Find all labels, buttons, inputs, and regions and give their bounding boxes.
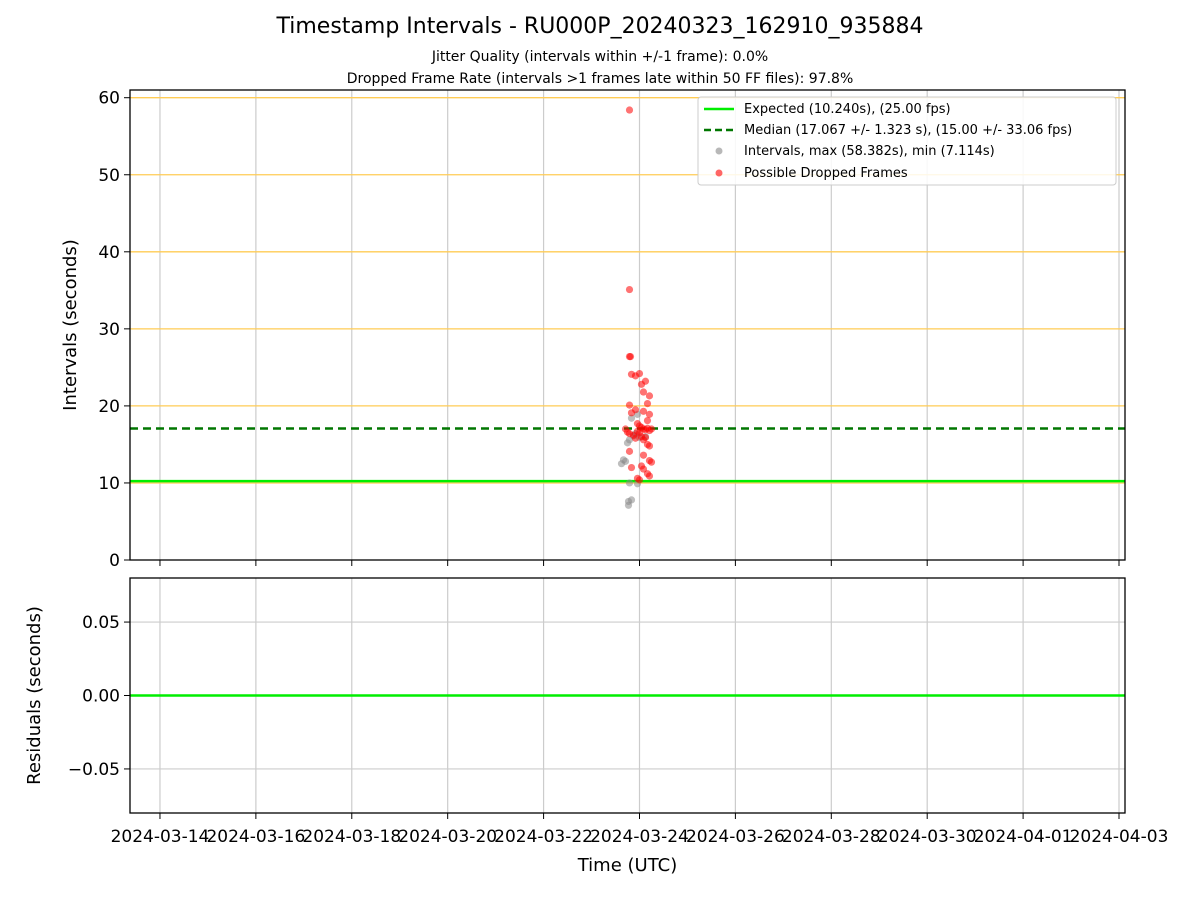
- top-y-axis-label: Intervals (seconds): [60, 239, 81, 411]
- dropped-frame-point-16: [645, 410, 654, 418]
- x-tick-label-0: 2024-03-14: [111, 827, 210, 847]
- legend-intervals-label: Intervals, max (58.382s), min (7.114s): [744, 144, 995, 159]
- bottom-plot-ticks: 2024-03-142024-03-162024-03-182024-03-20…: [68, 613, 1169, 847]
- x-tick-label-9: 2024-04-01: [974, 827, 1073, 847]
- dropped-frame-point-6: [631, 372, 640, 380]
- top-ytick-label-4: 40: [98, 243, 120, 263]
- bottom-ytick-label-0: −0.05: [68, 760, 120, 780]
- dropped-frame-point-0: [625, 106, 634, 114]
- dropped-frame-point-3: [626, 352, 635, 361]
- top-ytick-label-2: 20: [98, 397, 120, 417]
- dropped-frame-point-10: [645, 392, 654, 400]
- interval-point-7: [621, 457, 630, 465]
- dropped-frame-point-1: [625, 285, 634, 294]
- x-tick-label-6: 2024-03-26: [686, 827, 785, 847]
- x-tick-label-7: 2024-03-28: [782, 827, 881, 847]
- top-ytick-label-3: 30: [98, 320, 120, 340]
- legend-dropped-label: Possible Dropped Frames: [744, 166, 908, 181]
- x-tick-label-10: 2024-04-03: [1070, 827, 1169, 847]
- top-plot-ticks: 0 10 20 30 40 50 60: [98, 89, 1120, 571]
- top-ytick-label-6: 60: [98, 89, 120, 109]
- chart-subtitle-jitter: Jitter Quality (intervals within +/-1 fr…: [431, 49, 769, 65]
- dropped-frame-point-11: [643, 399, 652, 408]
- chart-subtitle-dropped: Dropped Frame Rate (intervals >1 frames …: [346, 71, 854, 87]
- dropped-frame-point-35: [641, 433, 650, 442]
- dropped-frame-point-46: [645, 472, 654, 480]
- dropped-frame-point-14: [639, 407, 648, 415]
- dropped-frame-point-37: [645, 442, 654, 450]
- bottom-y-axis-label: Residuals (seconds): [24, 606, 45, 785]
- dropped-frame-point-43: [627, 463, 636, 472]
- legend-intervals-swatch: [715, 147, 723, 155]
- bottom-ytick-label-2: 0.05: [82, 613, 120, 633]
- dropped-frame-point-17: [643, 416, 652, 425]
- dropped-frame-point-8: [641, 377, 650, 385]
- dropped-frame-point-9: [639, 388, 648, 396]
- top-plot-points: [617, 106, 656, 509]
- dropped-frame-point-38: [625, 447, 634, 455]
- dropped-frame-point-15: [627, 409, 636, 417]
- legend-expected-label: Expected (10.240s), (25.00 fps): [744, 102, 951, 117]
- x-tick-label-8: 2024-03-30: [878, 827, 977, 847]
- dropped-frame-point-41: [647, 458, 656, 466]
- top-ytick-label-1: 10: [98, 474, 120, 494]
- x-tick-label-5: 2024-03-24: [590, 827, 689, 847]
- interval-point-3: [625, 479, 634, 487]
- x-axis-label: Time (UTC): [577, 855, 678, 876]
- interval-point-2: [627, 496, 636, 504]
- x-tick-label-1: 2024-03-16: [206, 827, 305, 847]
- legend: Expected (10.240s), (25.00 fps) Median (…: [697, 96, 1117, 186]
- bottom-ytick-label-1: 0.00: [82, 687, 120, 707]
- legend-median-label: Median (17.067 +/- 1.323 s), (15.00 +/- …: [744, 123, 1072, 138]
- x-tick-label-2: 2024-03-18: [302, 827, 401, 847]
- dropped-frame-point-48: [635, 476, 644, 484]
- legend-dropped-swatch: [715, 169, 723, 177]
- top-plot-frame: [129, 89, 1126, 561]
- dropped-frame-point-25: [647, 425, 656, 433]
- top-ytick-label-0: 0: [109, 551, 120, 571]
- x-tick-label-3: 2024-03-20: [398, 827, 497, 847]
- top-ytick-label-5: 50: [98, 166, 120, 186]
- interval-point-13: [627, 414, 636, 422]
- chart-title: Timestamp Intervals - RU000P_20240323_16…: [276, 14, 924, 39]
- dropped-frame-point-12: [625, 401, 634, 409]
- legend-box: [697, 96, 1117, 186]
- x-tick-label-4: 2024-03-22: [494, 827, 593, 847]
- dropped-frame-point-30: [631, 434, 640, 442]
- dropped-frame-point-39: [639, 451, 648, 459]
